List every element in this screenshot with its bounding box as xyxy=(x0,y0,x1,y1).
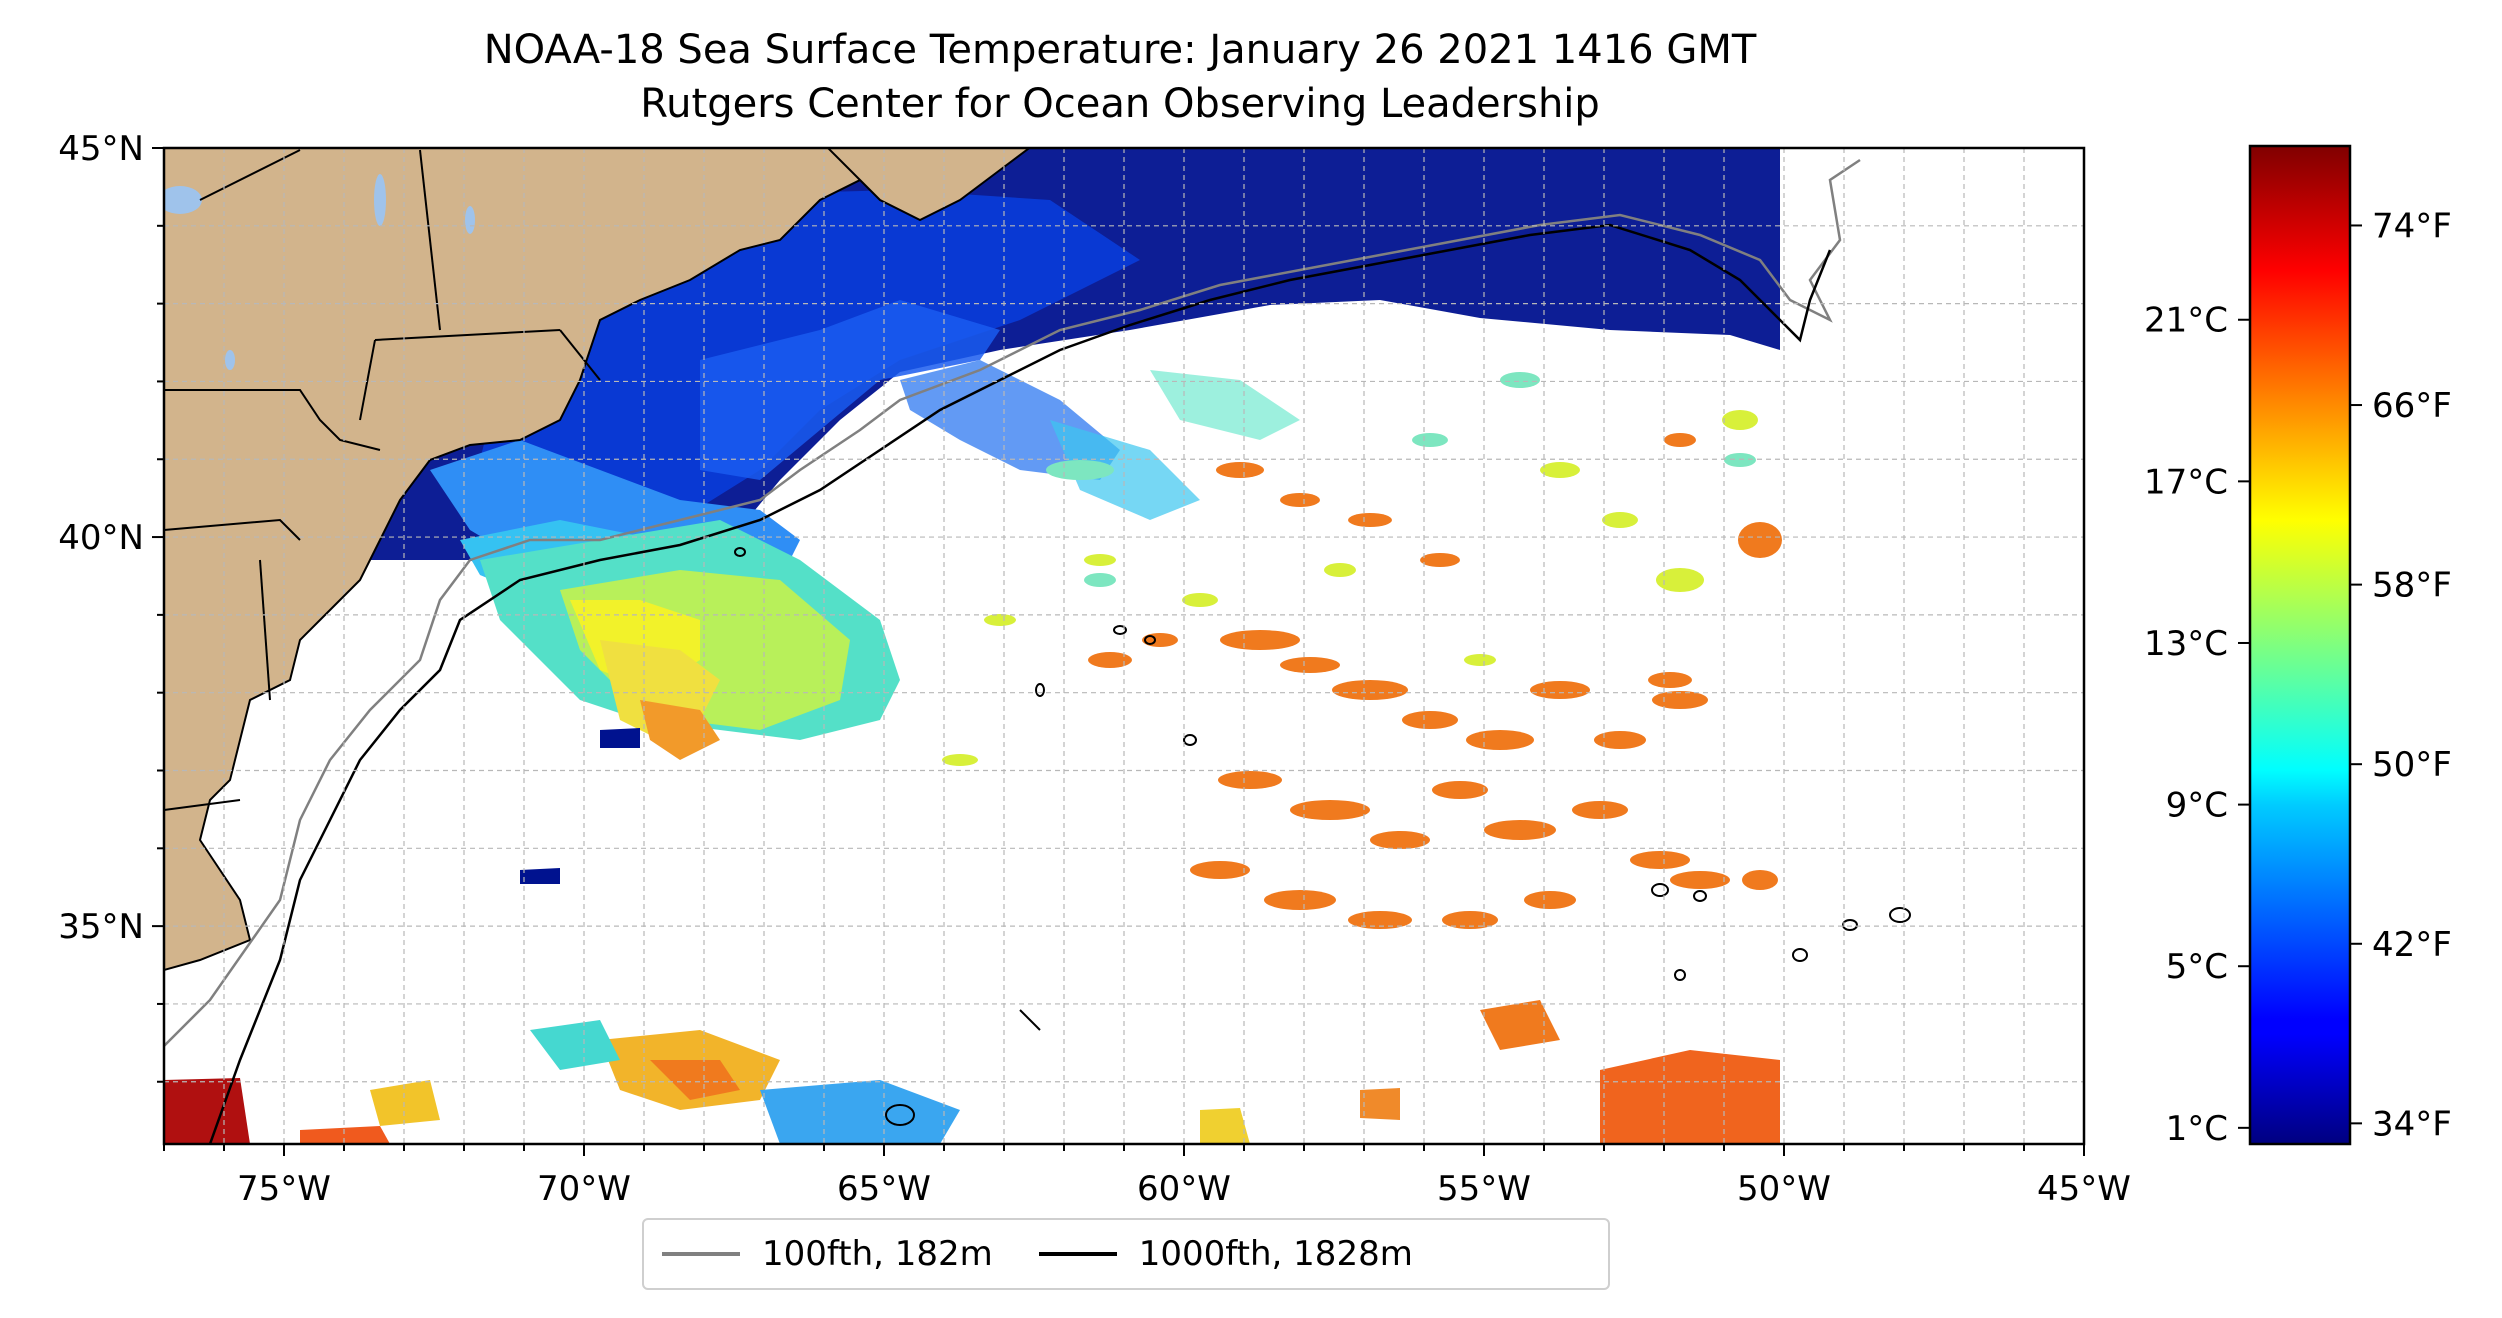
legend: 100fth, 182m 1000fth, 1828m xyxy=(642,1218,1610,1290)
celsius-tick-label: 17°C xyxy=(2144,462,2228,502)
longitude-axis: 75°W 70°W 65°W 60°W 55°W 50°W 45°W xyxy=(163,1144,2131,1209)
cool-patches xyxy=(1046,372,1756,587)
lon-tick-label: 50°W xyxy=(1737,1169,1831,1209)
legend-label-1000fth: 1000fth, 1828m xyxy=(1138,1234,1413,1274)
celsius-tick-label: 13°C xyxy=(2144,624,2228,664)
lon-tick-label: 70°W xyxy=(537,1169,631,1209)
state-borders xyxy=(164,149,601,811)
lat-tick-label: 45°N xyxy=(58,129,144,169)
colorbar-celsius-ticks: 1°C 5°C 9°C 13°C 17°C 21°C xyxy=(2144,301,2250,1149)
chart-subtitle: Rutgers Center for Ocean Observing Leade… xyxy=(640,81,1600,127)
isobath-100fth xyxy=(164,158,1861,1047)
latitude-axis: 45°N 40°N 35°N xyxy=(58,129,164,1083)
fahrenheit-tick-label: 74°F xyxy=(2372,206,2452,246)
fahrenheit-tick-label: 42°F xyxy=(2372,925,2452,965)
fahrenheit-tick-label: 58°F xyxy=(2372,566,2452,606)
celsius-tick-label: 5°C xyxy=(2166,947,2228,987)
map-area xyxy=(164,148,2084,1144)
lat-tick-label: 35°N xyxy=(58,907,144,947)
colorbar-fahrenheit-ticks: 34°F 42°F 50°F 58°F 66°F 74°F xyxy=(2350,206,2452,1144)
celsius-tick-label: 1°C xyxy=(2166,1109,2228,1149)
fahrenheit-tick-label: 34°F xyxy=(2372,1104,2452,1144)
lon-tick-label: 60°W xyxy=(1137,1169,1231,1209)
gridlines xyxy=(163,147,2085,1144)
celsius-tick-label: 21°C xyxy=(2144,301,2228,341)
warm-patches xyxy=(1088,433,1782,929)
fahrenheit-tick-label: 50°F xyxy=(2372,745,2452,785)
legend-item-100fth: 100fth, 182m xyxy=(662,1234,993,1274)
seamounts xyxy=(734,547,1911,1126)
lat-tick-label: 40°N xyxy=(58,518,144,558)
chart-title: NOAA-18 Sea Surface Temperature: January… xyxy=(483,27,1757,73)
isobath-1000fth xyxy=(208,223,1832,1144)
lon-tick-label: 45°W xyxy=(2037,1169,2131,1209)
celsius-tick-label: 9°C xyxy=(2166,786,2228,826)
lon-tick-label: 55°W xyxy=(1437,1169,1531,1209)
legend-line-1000fth xyxy=(1038,1252,1117,1256)
lon-tick-label: 75°W xyxy=(237,1169,331,1209)
legend-label-100fth: 100fth, 182m xyxy=(762,1234,993,1274)
fahrenheit-tick-label: 66°F xyxy=(2372,386,2452,426)
colorbar xyxy=(2248,144,2352,1146)
mild-patches xyxy=(942,410,1758,766)
lakes xyxy=(164,174,475,370)
legend-item-1000fth: 1000fth, 1828m xyxy=(1038,1234,1413,1274)
land-nova-scotia xyxy=(826,148,1031,222)
legend-line-100fth xyxy=(662,1252,740,1256)
land-coast xyxy=(164,148,881,972)
lon-tick-label: 65°W xyxy=(837,1169,931,1209)
